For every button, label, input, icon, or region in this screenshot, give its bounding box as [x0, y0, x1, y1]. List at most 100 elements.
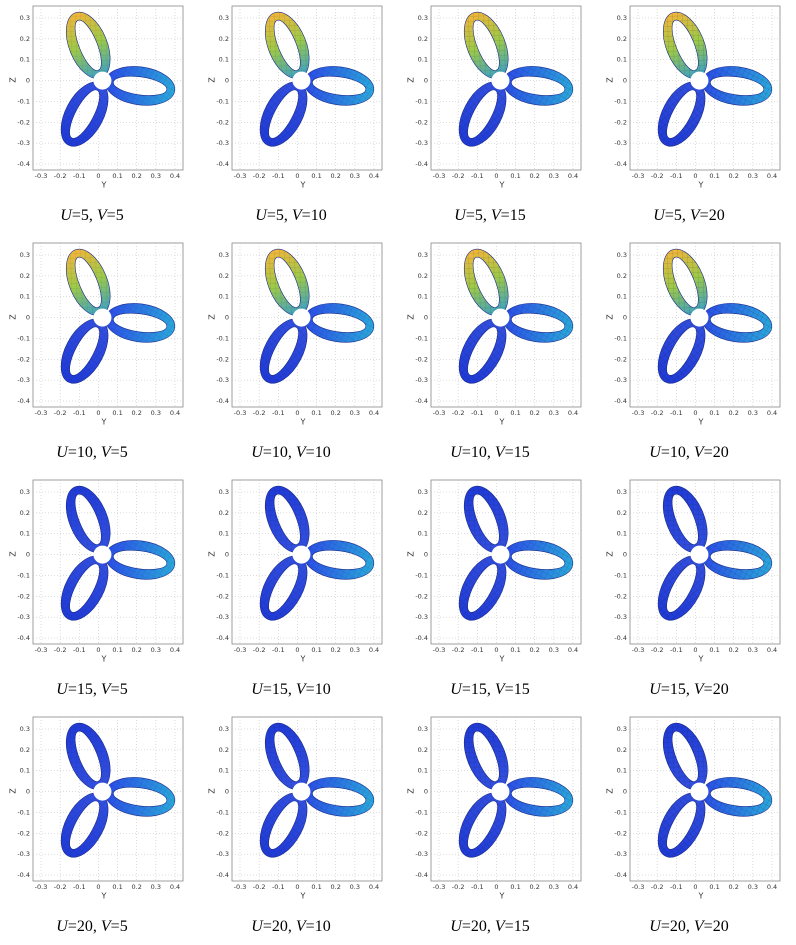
caption: U=5, V=20: [653, 207, 724, 224]
x-tick-label: -0.1: [471, 172, 484, 180]
hub: [292, 308, 311, 327]
x-tick-label: 0.4: [568, 646, 578, 654]
panel: -0.3 -0.2 -0.1 0 0.1 0.2 0.3 0.40.30.20.10-0.1-…: [208, 5, 383, 224]
x-tick-label: 0.3: [748, 409, 758, 417]
x-tick-label: -0.2: [452, 172, 465, 180]
x-tick-label: 0.1: [311, 646, 321, 654]
caption: U=20, V=5: [56, 918, 127, 935]
y-axis-label: Z: [606, 788, 615, 794]
blade: [503, 66, 574, 106]
x-tick-label: -0.2: [452, 409, 465, 417]
caption: U=20, V=10: [251, 918, 330, 935]
blade-mesh: [658, 792, 706, 858]
blade-mesh: [663, 723, 708, 790]
x-tick-label: 0.3: [549, 409, 559, 417]
x-tick-label: 0: [96, 409, 100, 417]
y-tick-label: 0.3: [418, 488, 428, 496]
blade-mesh: [464, 723, 509, 790]
y-tick-label: -0.1: [614, 334, 627, 342]
y-tick-label: 0.3: [418, 14, 428, 22]
y-tick-label: -0.1: [17, 571, 30, 579]
blade: [662, 248, 708, 316]
y-tick-label: -0.3: [614, 850, 627, 858]
x-tick-label: 0: [693, 409, 697, 417]
y-tick-label: -0.1: [216, 97, 229, 105]
panel: -0.3 -0.2 -0.1 0 0.1 0.2 0.3 0.40.30.20.10-0.1-…: [9, 5, 184, 224]
caption-part: =20,: [462, 918, 495, 935]
y-tick-label: 0.3: [20, 488, 30, 496]
y-tick-label: -0.4: [216, 397, 229, 405]
caption-part: =10: [306, 681, 331, 698]
x-axis-label: Y: [499, 892, 505, 901]
y-tick-label: 0.1: [418, 293, 428, 301]
x-tick-label: 0.1: [112, 883, 122, 891]
blade-mesh: [260, 792, 308, 858]
x-tick-label: -0.3: [632, 646, 645, 654]
y-tick-label: -0.1: [17, 808, 30, 816]
y-axis-label: Z: [606, 551, 615, 557]
caption-part: =20,: [661, 918, 694, 935]
blade: [657, 555, 706, 621]
x-tick-label: 0.2: [729, 409, 739, 417]
y-tick-label: -0.1: [415, 334, 428, 342]
x-tick-label: 0.3: [350, 172, 360, 180]
y-tick-label: 0.3: [219, 14, 229, 22]
blade: [264, 11, 310, 79]
x-tick-label: 0.4: [369, 409, 379, 417]
y-tick-label: 0.1: [219, 293, 229, 301]
blade: [702, 66, 773, 106]
caption-part: V: [296, 918, 308, 935]
blade: [458, 81, 507, 147]
x-tick-label: 0.1: [510, 409, 520, 417]
blade: [458, 318, 507, 384]
caption-part: V: [495, 681, 507, 698]
blade: [65, 11, 111, 79]
blade: [503, 777, 574, 817]
caption: U=5, V=5: [60, 207, 123, 224]
caption: U=15, V=20: [649, 681, 728, 698]
caption: U=10, V=10: [251, 444, 330, 461]
y-axis-label: Z: [9, 788, 18, 794]
y-tick-label: -0.4: [415, 160, 428, 168]
x-tick-label: 0.4: [369, 646, 379, 654]
caption-part: =20: [704, 918, 729, 935]
x-axis-label: Y: [698, 892, 704, 901]
hub: [491, 782, 510, 801]
caption-part: =10,: [462, 444, 495, 461]
caption-part: U: [450, 681, 463, 698]
x-tick-label: -0.3: [632, 172, 645, 180]
caption-part: V: [296, 444, 308, 461]
y-tick-label: -0.1: [216, 334, 229, 342]
caption-part: =15: [505, 681, 530, 698]
y-tick-label: -0.4: [614, 160, 627, 168]
x-tick-label: 0: [494, 409, 498, 417]
caption-part: =15,: [68, 681, 101, 698]
x-tick-label: -0.3: [35, 883, 48, 891]
blade: [702, 777, 773, 817]
blade-mesh: [503, 540, 573, 580]
caption-part: =15: [501, 207, 526, 224]
x-tick-label: -0.1: [73, 409, 86, 417]
y-tick-label: -0.3: [614, 376, 627, 384]
y-tick-label: 0.2: [617, 272, 627, 280]
y-tick-label: -0.2: [614, 355, 627, 363]
y-tick-label: 0.2: [418, 509, 428, 517]
x-tick-label: 0: [295, 646, 299, 654]
y-axis-label: Z: [9, 314, 18, 320]
y-tick-label: 0.3: [617, 725, 627, 733]
y-tick-label: 0.3: [219, 488, 229, 496]
y-tick-label: 0.3: [617, 14, 627, 22]
x-tick-label: -0.2: [452, 883, 465, 891]
y-tick-label: -0.3: [415, 613, 428, 621]
x-tick-label: 0.2: [331, 646, 341, 654]
x-tick-label: 0: [96, 646, 100, 654]
blade-mesh: [265, 12, 310, 79]
y-tick-label: 0.1: [617, 293, 627, 301]
x-tick-label: 0.2: [331, 883, 341, 891]
blade-mesh: [260, 555, 308, 621]
hub: [690, 71, 709, 90]
x-tick-label: 0.3: [549, 172, 559, 180]
blade: [60, 81, 109, 147]
x-tick-label: -0.3: [234, 409, 247, 417]
y-axis-label: Z: [9, 551, 18, 557]
